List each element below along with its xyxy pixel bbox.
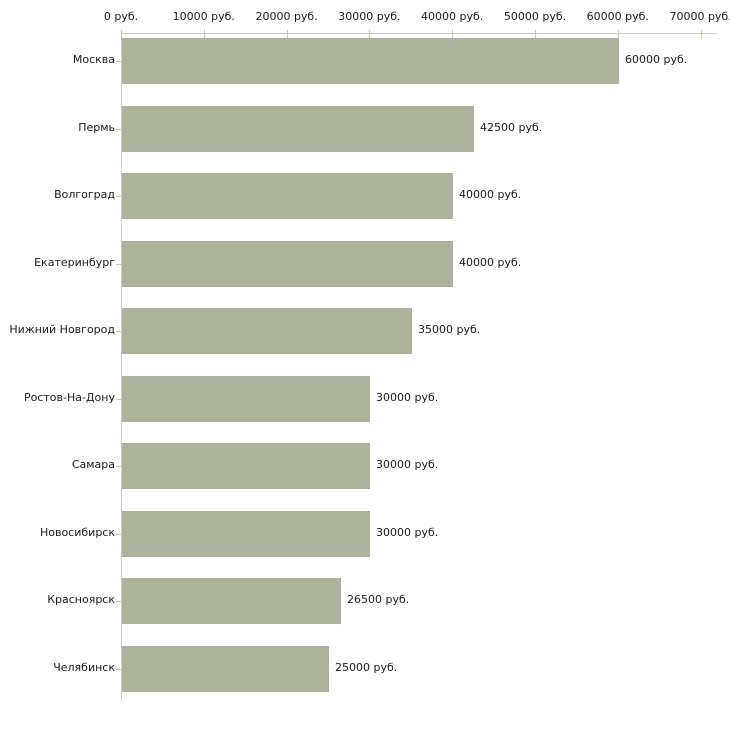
x-axis-tick-label: 70000 руб. [669,10,730,23]
y-axis-tick [116,61,121,62]
value-label: 30000 руб. [376,458,439,471]
value-label: 30000 руб. [376,525,439,539]
y-axis-tick [116,128,121,130]
category-label: Пермь [78,120,115,134]
category-label: Новосибирск [39,525,115,539]
x-axis-tick-label: 60000 руб. [586,10,649,23]
category-label: Нижний Новгород [9,323,115,336]
plot-area-border [121,33,717,701]
category-label: Ростов-На-Дону [23,390,115,404]
x-axis-tick-label: 30000 руб. [338,10,401,23]
bar [122,578,341,624]
y-axis-tick [116,466,121,467]
category-label: Волгоград [54,188,115,201]
bar [122,443,370,489]
category-label: Самара [71,458,115,471]
category-label: Екатеринбург [34,255,115,269]
bar [122,308,412,354]
category-label: Москва [72,53,115,66]
y-axis-tick [116,196,121,197]
bar [122,645,329,692]
x-axis-tick-label: 20000 руб. [255,10,318,23]
x-axis-tick [121,30,122,38]
bar [122,375,370,422]
bar [122,105,474,152]
value-label: 42500 руб. [480,120,543,134]
x-axis-tick [286,30,288,38]
y-axis-tick [116,601,121,602]
x-axis-tick [369,30,371,38]
bar [122,510,370,557]
bar [122,240,453,287]
y-axis-tick [116,263,121,265]
x-axis-tick [700,30,702,38]
x-axis-tick-label: 40000 руб. [421,10,484,23]
category-label: Челябинск [53,660,115,674]
y-axis-tick [116,668,121,670]
y-axis-tick [116,533,121,535]
bar [122,38,619,84]
x-axis-tick-label: 50000 руб. [503,10,567,23]
x-axis-tick [452,30,454,38]
value-label: 26500 руб. [347,593,410,606]
value-label: 40000 руб. [459,255,522,269]
x-axis-tick-label: 10000 руб. [172,10,235,23]
value-label: 40000 руб. [459,188,522,201]
x-axis-tick-label: 0 руб. [103,10,139,23]
value-label: 25000 руб. [335,660,398,674]
y-axis-tick [116,331,121,332]
value-label: 35000 руб. [418,323,481,336]
value-label: 30000 руб. [376,390,439,404]
y-axis-tick [116,398,121,400]
category-label: Красноярск [47,593,115,606]
x-axis-tick [535,30,536,38]
x-axis-tick [203,30,205,38]
bar [122,173,453,219]
x-axis-tick [617,30,619,38]
value-label: 60000 руб. [625,53,688,66]
